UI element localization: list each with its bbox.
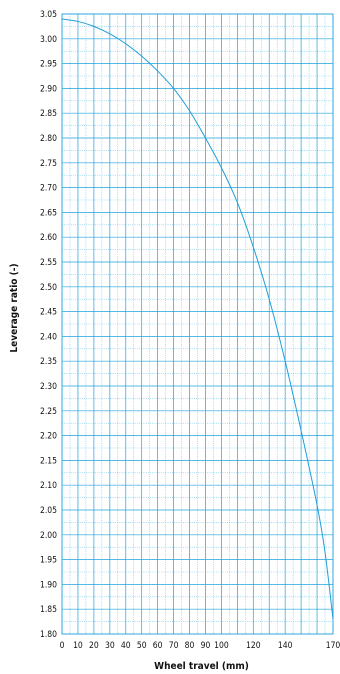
y-tick-label: 2.30 [40,382,57,392]
x-tick-label: 30 [105,641,115,651]
y-tick-label: 2.65 [40,208,57,218]
y-tick-label: 1.80 [40,630,57,640]
y-tick-label: 1.90 [40,580,57,590]
y-tick-label: 3.05 [40,10,57,20]
y-tick-label: 2.75 [40,159,57,169]
x-axis-title: Wheel travel (mm) [154,661,249,672]
x-tick-label: 140 [278,641,293,651]
x-tick-label: 70 [169,641,179,651]
y-tick-label: 2.60 [40,233,57,243]
y-tick-label: 2.40 [40,332,57,342]
x-tick-label: 90 [201,641,211,651]
y-tick-label: 2.70 [40,184,57,194]
y-tick-label: 2.10 [40,481,57,491]
grid [61,13,334,635]
x-tick-label: 50 [137,641,147,651]
y-tick-label: 2.80 [40,134,57,144]
x-tick-label: 60 [153,641,163,651]
y-tick-label: 2.50 [40,283,57,293]
y-tick-label: 2.55 [40,258,57,268]
y-tick-label: 2.95 [40,60,57,70]
y-tick-label: 1.85 [40,605,57,615]
y-tick-label: 2.20 [40,432,57,442]
plot-frame [61,13,334,635]
y-tick-label: 2.45 [40,308,57,318]
x-tick-label: 80 [185,641,195,651]
y-tick-label: 3.00 [40,35,57,45]
x-tick-label: 120 [246,641,261,651]
y-tick-label: 2.00 [40,531,57,541]
y-tick-label: 1.95 [40,556,57,566]
y-tick-label: 2.90 [40,84,57,94]
x-tick-label: 10 [73,641,83,651]
y-tick-label: 2.85 [40,109,57,119]
x-tick-label: 40 [121,641,131,651]
y-tick-labels: 1.80 1.85 1.90 1.95 2.00 2.05 2.10 2.15 2.20 2.25… [40,10,57,640]
y-tick-label: 2.15 [40,456,57,466]
y-tick-label: 2.25 [40,407,57,417]
y-axis-title: Leverage ratio (-) [9,263,20,352]
x-tick-label: 0 [60,641,65,651]
y-tick-label: 2.35 [40,357,57,367]
y-tick-label: 2.05 [40,506,57,516]
leverage-curve [61,18,334,620]
x-tick-labels: 0 10 20 30 40 50 60 70 80 90 100 120 140 170 [60,641,340,651]
x-tick-label: 170 [326,641,340,651]
x-tick-label: 100 [214,641,229,651]
x-tick-label: 20 [89,641,99,651]
